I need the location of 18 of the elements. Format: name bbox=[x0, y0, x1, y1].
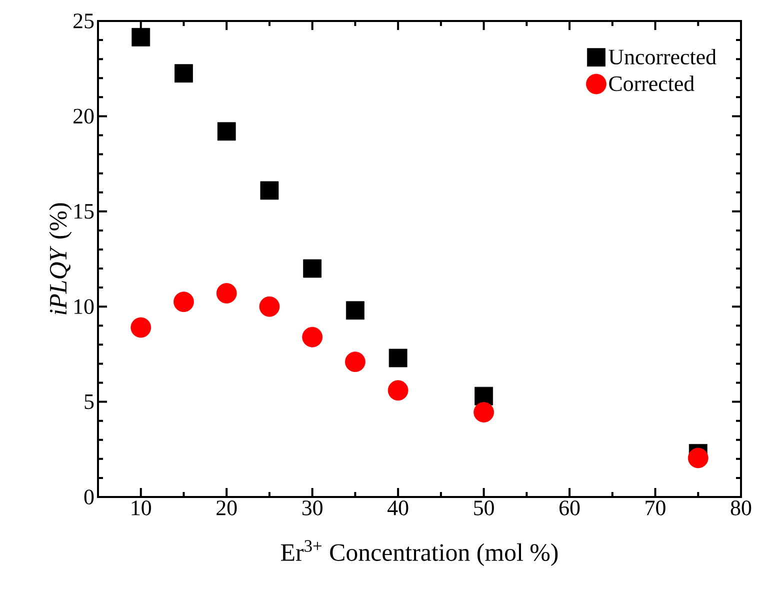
x-axis-title: Er$^{3+}$ Concentration (mol %) bbox=[281, 540, 558, 566]
legend-label: Uncorrected bbox=[608, 48, 716, 64]
y-tick-label: 0 bbox=[84, 490, 94, 504]
y-tick-label: 15 bbox=[74, 204, 94, 219]
x-tick-label: 70 bbox=[646, 500, 666, 516]
y-axis-title: iPLQY (%) bbox=[49, 203, 72, 314]
y-tick-label: 5 bbox=[84, 394, 94, 410]
y-tick-label: 20 bbox=[74, 108, 94, 124]
y-tick-label: 25 bbox=[74, 14, 94, 28]
y-tick-label: 10 bbox=[74, 299, 94, 314]
x-tick-label: 40 bbox=[388, 500, 408, 516]
x-tick-label: 20 bbox=[216, 500, 237, 516]
legend-label: Corrected bbox=[609, 76, 694, 92]
x-tick-label: 30 bbox=[302, 500, 322, 516]
x-tick-label: 60 bbox=[560, 500, 580, 516]
x-tick-label: 80 bbox=[730, 500, 752, 516]
x-tick-label: 10 bbox=[132, 500, 151, 516]
x-tick-label: 50 bbox=[474, 500, 494, 516]
